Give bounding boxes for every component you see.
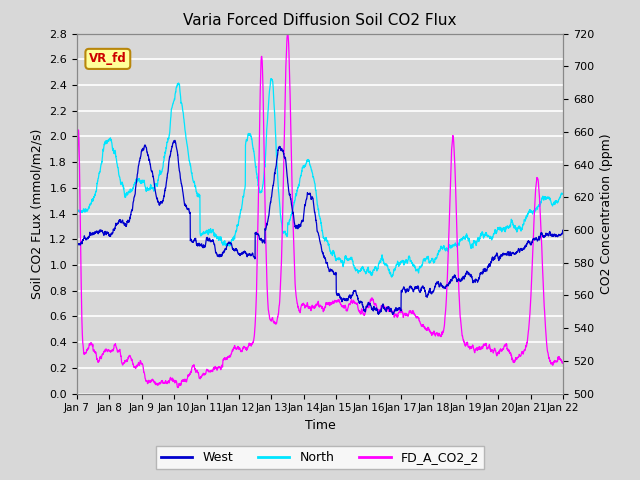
Y-axis label: CO2 Concentration (ppm): CO2 Concentration (ppm)	[600, 133, 612, 294]
Title: Varia Forced Diffusion Soil CO2 Flux: Varia Forced Diffusion Soil CO2 Flux	[183, 13, 457, 28]
Legend: West, North, FD_A_CO2_2: West, North, FD_A_CO2_2	[156, 446, 484, 469]
Y-axis label: Soil CO2 FLux (mmol/m2/s): Soil CO2 FLux (mmol/m2/s)	[31, 129, 44, 299]
X-axis label: Time: Time	[305, 419, 335, 432]
Text: VR_fd: VR_fd	[89, 52, 127, 65]
